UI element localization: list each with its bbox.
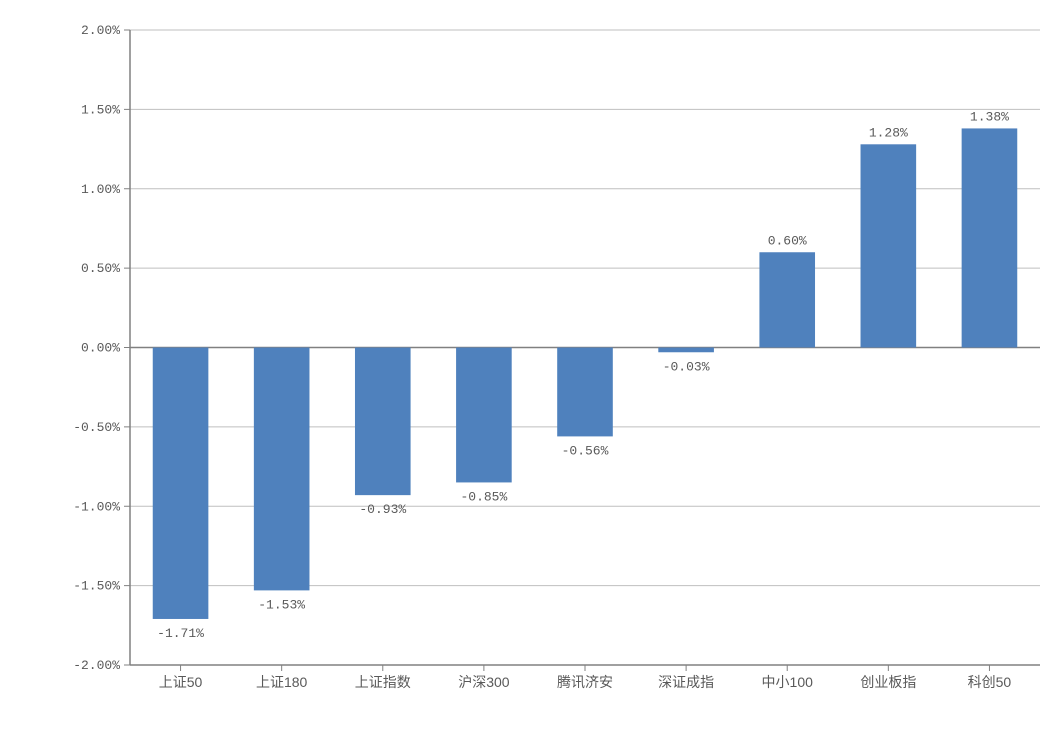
- bar: [153, 348, 209, 619]
- bar-value-label: -0.93%: [359, 502, 406, 517]
- y-tick-label: -1.00%: [73, 499, 120, 514]
- x-tick-label: 科创50: [968, 674, 1012, 690]
- y-tick-label: 1.50%: [81, 102, 120, 117]
- x-tick-label: 上证50: [159, 674, 203, 690]
- y-tick-label: 1.00%: [81, 182, 120, 197]
- x-tick-label: 上证指数: [355, 674, 411, 690]
- bar: [456, 348, 512, 483]
- x-tick-label: 深证成指: [658, 674, 714, 690]
- x-tick-label: 沪深300: [458, 674, 510, 690]
- y-tick-label: 2.00%: [81, 23, 120, 38]
- bar: [355, 348, 411, 496]
- y-tick-label: 0.50%: [81, 261, 120, 276]
- bar: [759, 252, 815, 347]
- y-tick-label: -2.00%: [73, 658, 120, 673]
- bar-value-label: -1.71%: [157, 626, 204, 641]
- x-tick-label: 上证180: [256, 674, 308, 690]
- bar-value-label: 1.28%: [869, 125, 908, 140]
- bar-chart: 2.00% 1.50% 1.00% 0.50% 0.00% -0.50% -1.00% -1.…: [0, 0, 1059, 733]
- bar: [557, 348, 613, 437]
- bar: [658, 348, 714, 353]
- bar: [254, 348, 310, 591]
- bar: [861, 144, 917, 347]
- y-tick-label: -0.50%: [73, 420, 120, 435]
- bar-value-label: -0.56%: [562, 443, 609, 458]
- bar-value-label: -1.53%: [258, 597, 305, 612]
- bar-value-label: 0.60%: [768, 233, 807, 248]
- bar-value-label: -0.03%: [663, 359, 710, 374]
- x-tick-label: 创业板指: [860, 674, 916, 690]
- chart-container: 2.00% 1.50% 1.00% 0.50% 0.00% -0.50% -1.00% -1.…: [0, 0, 1059, 733]
- bar-value-label: 1.38%: [970, 109, 1009, 124]
- y-tick-label: -1.50%: [73, 579, 120, 594]
- x-tick-label: 腾讯济安: [557, 674, 613, 690]
- bar-value-label: -0.85%: [460, 489, 507, 504]
- y-tick-label: 0.00%: [81, 341, 120, 356]
- bar: [962, 128, 1018, 347]
- x-tick-label: 中小100: [762, 674, 814, 690]
